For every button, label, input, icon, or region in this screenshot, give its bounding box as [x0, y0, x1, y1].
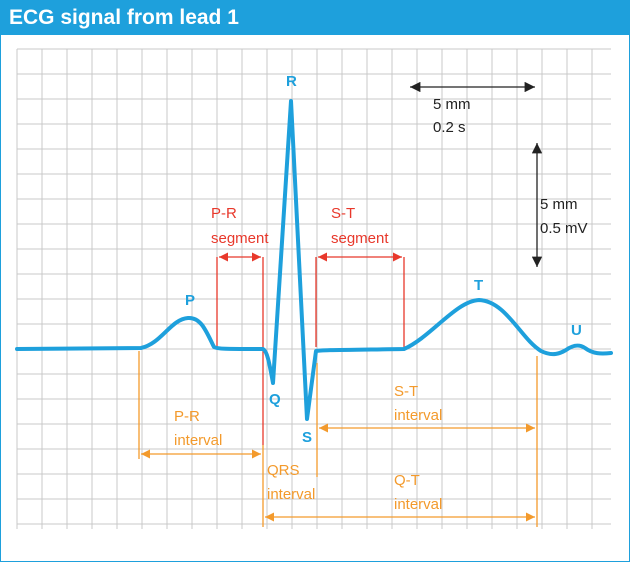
wave-label-u: U — [571, 322, 582, 339]
wave-label-s: S — [302, 429, 312, 446]
wave-label-q: Q — [269, 391, 281, 408]
pr-interval-label-2: interval — [174, 432, 222, 449]
wave-label-r: R — [286, 73, 297, 90]
wave-label-t: T — [474, 277, 483, 294]
grid-lines — [17, 49, 611, 529]
wave-label-p: P — [185, 292, 195, 309]
horizontal-scale-label-2: 0.2 s — [433, 119, 466, 136]
st-interval-label-1: S-T — [394, 383, 418, 400]
pr-segment-marker — [217, 257, 263, 445]
horizontal-scale-label-1: 5 mm — [433, 96, 471, 113]
pr-segment-label-1: P-R — [211, 205, 237, 222]
qrs-interval-label-1: QRS — [267, 462, 300, 479]
st-segment-label-2: segment — [331, 230, 389, 247]
qrs-interval-label-2: interval — [267, 486, 315, 503]
pr-interval-label-1: P-R — [174, 408, 200, 425]
qt-interval-label-2: interval — [394, 496, 442, 513]
st-segment-marker — [316, 257, 404, 347]
vertical-scale-label-2: 0.5 mV — [540, 220, 588, 237]
st-interval-label-2: interval — [394, 407, 442, 424]
qt-interval-label-1: Q-T — [394, 472, 420, 489]
pr-segment-label-2: segment — [211, 230, 269, 247]
st-segment-label-1: S-T — [331, 205, 355, 222]
vertical-scale-label-1: 5 mm — [540, 196, 578, 213]
